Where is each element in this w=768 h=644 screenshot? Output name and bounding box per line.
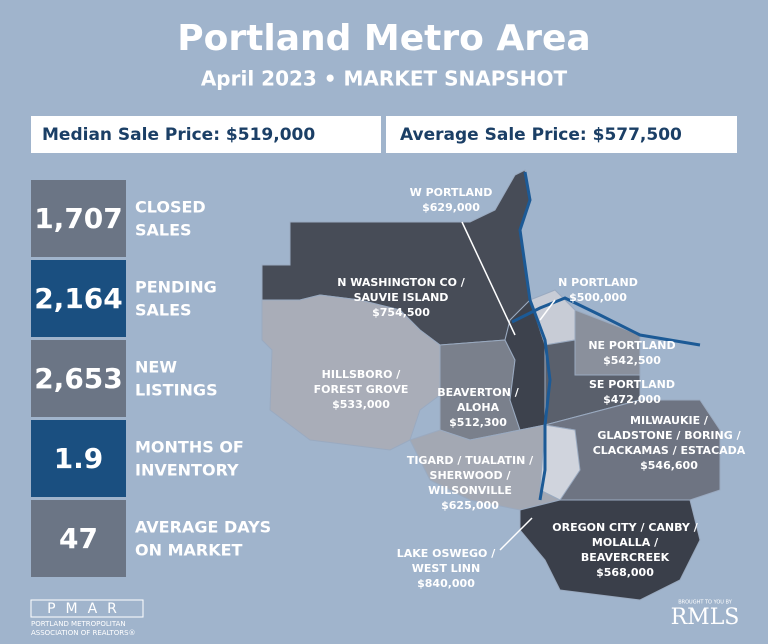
- stat-value: 47: [59, 522, 98, 555]
- stat-box: [31, 180, 126, 257]
- map: [261, 169, 721, 601]
- average-price: Average Sale Price: $577,500: [400, 125, 682, 145]
- region-label: $542,500: [603, 354, 661, 367]
- logo-text: PMAR: [47, 601, 127, 617]
- callout-line: [461, 221, 516, 336]
- region-label: OREGON CITY / CANBY /: [552, 521, 698, 534]
- region-label: $629,000: [422, 201, 480, 214]
- credit: BROUGHT TO YOU BY: [678, 600, 732, 606]
- stat-label: AVERAGE DAYS: [135, 518, 271, 537]
- region-label: N WASHINGTON CO /: [337, 276, 466, 289]
- stat-label: PENDING: [135, 278, 217, 297]
- region: [539, 424, 581, 501]
- stat-value: 1.9: [54, 442, 104, 475]
- region-label: $472,000: [603, 393, 661, 406]
- region: [261, 294, 441, 451]
- region-label: $500,000: [569, 291, 627, 304]
- region-label: WILSONVILLE: [428, 484, 512, 497]
- logo-frame: [30, 599, 144, 618]
- region-label: BEAVERTON /: [437, 386, 520, 399]
- stat-label: NEW: [135, 358, 177, 377]
- title: Portland Metro Area: [177, 18, 590, 59]
- region-label: $568,000: [596, 566, 654, 579]
- stat-label: ON MARKET: [135, 541, 243, 560]
- region-label: $512,300: [449, 416, 507, 429]
- stat-value: 2,164: [34, 282, 123, 315]
- stat-label: INVENTORY: [135, 461, 239, 480]
- region-label: W PORTLAND: [410, 186, 493, 199]
- region-label: NE PORTLAND: [588, 339, 675, 352]
- region-label: SAUVIE ISLAND: [354, 291, 449, 304]
- region-label: BEAVERCREEK: [581, 551, 670, 564]
- region-label: $546,600: [640, 459, 698, 472]
- region-label: HILLSBORO /: [322, 368, 402, 381]
- region-label: $533,000: [332, 398, 390, 411]
- stat-label: MONTHS OF: [135, 438, 244, 457]
- region-label: LAKE OSWEGO /: [397, 547, 497, 560]
- region-label: CLACKAMAS / ESTACADA: [593, 444, 746, 457]
- stat-box: [31, 420, 126, 497]
- callout-line: [499, 517, 533, 551]
- region-label: TIGARD / TUALATIN /: [407, 454, 534, 467]
- region-label: ALOHA: [457, 401, 500, 414]
- stat-box: [31, 500, 126, 577]
- subtitle: April 2023 • MARKET SNAPSHOT: [201, 67, 568, 91]
- pmar-logo: PMAR PORTLAND METROPOLITAN ASSOCIATION O…: [30, 599, 144, 637]
- stat-box: [31, 260, 126, 337]
- region-label: N PORTLAND: [558, 276, 638, 289]
- price-box: [386, 116, 737, 153]
- region-label: SHERWOOD /: [430, 469, 512, 482]
- stat-value: 1,707: [34, 202, 123, 235]
- price-box: [31, 116, 381, 153]
- median-price: Median Sale Price: $519,000: [42, 125, 315, 145]
- stat-label: SALES: [135, 221, 192, 240]
- region-label: $754,500: [372, 306, 430, 319]
- region-label: MOLALLA /: [592, 536, 659, 549]
- stat-box: [31, 340, 126, 417]
- stat-label: LISTINGS: [135, 381, 218, 400]
- region-label: SE PORTLAND: [589, 378, 675, 391]
- region-label: MILWAUKIE /: [630, 414, 709, 427]
- region-label: $625,000: [441, 499, 499, 512]
- region: [544, 339, 641, 426]
- region-label: $840,000: [417, 577, 475, 590]
- region-label: FOREST GROVE: [314, 383, 409, 396]
- river: [511, 296, 701, 347]
- region: [519, 499, 701, 601]
- stat-label: CLOSED: [135, 198, 206, 217]
- stat-label: SALES: [135, 301, 192, 320]
- region-label: GLADSTONE / BORING /: [597, 429, 741, 442]
- callout-line: [539, 299, 556, 321]
- stat-value: 2,653: [34, 362, 123, 395]
- region-label: WEST LINN: [412, 562, 480, 575]
- river: [518, 171, 552, 501]
- rmls-logo: RMLS: [671, 605, 740, 630]
- logo-caption: ASSOCIATION OF REALTORS®: [31, 629, 136, 637]
- logo-caption: PORTLAND METROPOLITAN: [31, 620, 126, 628]
